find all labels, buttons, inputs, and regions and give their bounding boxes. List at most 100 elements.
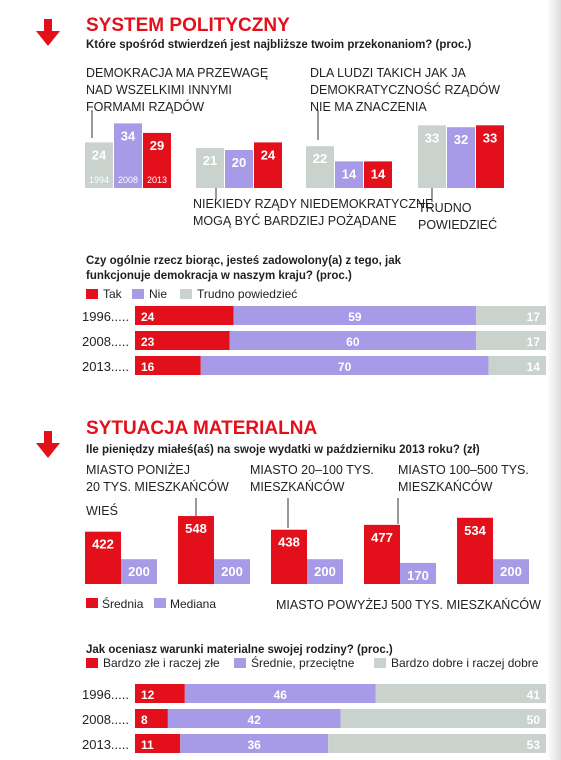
section4-segment-value-2008-3: 50	[527, 713, 541, 727]
section2-legend-swatch-1	[86, 289, 98, 299]
bar-value-Mediana-group2: 200	[221, 564, 243, 579]
section2-segment-2008-3	[476, 331, 546, 350]
bar-value-2008-group1: 34	[121, 128, 136, 143]
bar-year-label-1994: 1994	[89, 175, 109, 185]
section3-group-label-5-line1: MIASTO POWYŻEJ 500 TYS. MIESZKAŃCÓW	[276, 597, 541, 612]
section4-segment-value-1996-1: 12	[141, 688, 155, 702]
section2-legend-label-2: Nie	[149, 287, 167, 301]
section2-segment-2008-1	[135, 331, 230, 350]
bar-value-1994-group2: 21	[203, 153, 217, 168]
section1-title: SYSTEM POLITYCZNY	[86, 15, 290, 36]
section2-segment-value-1996-1: 24	[141, 310, 155, 324]
bar-value-1994-group4: 33	[425, 130, 439, 145]
bar-Mediana-group1	[121, 559, 157, 584]
section1-question: Które spośród stwierdzeń jest najbliższe…	[86, 39, 471, 51]
section2-segment-1996-2	[233, 306, 477, 325]
section2-segment-value-2008-1: 23	[141, 335, 155, 349]
section3-group-label-3-line2: MIESZKAŃCÓW	[250, 479, 345, 494]
bar-Średnia-group5	[457, 517, 493, 584]
bar-Średnia-group4	[364, 524, 400, 584]
bar-Mediana-group2	[214, 559, 250, 584]
bar-value-Mediana-group5: 200	[500, 564, 522, 579]
section4-segment-2013-2	[180, 734, 329, 753]
section1-group-label-2-line1: NIEKIEDY RZĄDY NIEDEMOKRATYCZNE	[193, 197, 433, 211]
section2-legend-swatch-2	[132, 289, 144, 299]
section4-segment-2013-3	[328, 734, 546, 753]
section2-segment-value-1996-3: 17	[527, 310, 541, 324]
section2-legend-label-1: Tak	[103, 287, 123, 301]
section4-row-label-2013: 2013.....	[82, 737, 129, 752]
bar-year-label-2008: 2008	[118, 175, 138, 185]
page-edge-shadow	[547, 0, 561, 760]
section2-segment-value-2008-2: 60	[346, 335, 360, 349]
bar-2013-group1	[143, 132, 171, 188]
section3-group-label-4-line1: MIASTO 100–500 TYS.	[398, 463, 529, 477]
bar-value-2008-group2: 20	[232, 155, 246, 170]
section1-group-label-4-line1: TRUDNO	[418, 201, 472, 215]
section4-segment-value-1996-2: 46	[274, 688, 288, 702]
section1-group-label-1-line3: FORMAMI RZĄDÓW	[86, 99, 204, 114]
section2-row-label-2008: 2008.....	[82, 334, 129, 349]
bar-2008-group4	[447, 127, 475, 188]
section4-segment-value-1996-3: 41	[527, 688, 541, 702]
section3-legend-swatch-2	[154, 598, 166, 608]
section4-legend-swatch-2	[234, 658, 246, 668]
section4-segment-2008-2	[167, 709, 341, 728]
section4-segment-value-2008-2: 42	[248, 713, 262, 727]
section2-row-label-2013: 2013.....	[82, 359, 129, 374]
section2-legend-swatch-3	[180, 289, 192, 299]
bar-value-1994-group1: 24	[92, 147, 107, 162]
section3-question: Ile pieniędzy miałeś(aś) na swoje wydatk…	[86, 444, 480, 456]
bar-2008-group2	[225, 150, 253, 188]
section4-legend-label-2: Średnie, przeciętne	[251, 655, 355, 670]
section2-segment-2008-2	[229, 331, 477, 350]
section3-group-label-2-line2: 20 TYS. MIESZKAŃCÓW	[86, 479, 229, 494]
bar-value-Średnia-group1: 422	[92, 537, 114, 552]
bar-value-1994-group3: 22	[313, 151, 327, 166]
section4-row-label-1996: 1996.....	[82, 687, 129, 702]
section4-segment-1996-1	[135, 684, 185, 703]
section4-segment-2013-1	[135, 734, 181, 753]
section3-legend-label-1: Średnia	[102, 596, 144, 611]
section1-group-label-1-line2: NAD WSZELKIMI INNYMI	[86, 83, 232, 97]
bar-2013-group4	[476, 125, 504, 188]
section4-legend-label-3: Bardzo dobre i raczej dobre	[391, 656, 539, 670]
bar-2013-group3	[364, 161, 392, 188]
section2-segment-1996-1	[135, 306, 234, 325]
section3-group-label-3-line1: MIASTO 20–100 TYS.	[250, 463, 374, 477]
section1-group-label-4-line2: POWIEDZIEĆ	[418, 217, 497, 232]
section4-segment-value-2013-1: 11	[141, 738, 154, 752]
section2-question-line1: Czy ogólnie rzecz biorąc, jesteś zadowol…	[86, 255, 402, 267]
section4-question: Jak oceniasz warunki materialne swojej r…	[86, 644, 393, 656]
section2-row-label-1996: 1996.....	[82, 309, 129, 324]
section4-legend-label-1: Bardzo złe i raczej złe	[103, 656, 220, 670]
bar-value-Średnia-group3: 438	[278, 535, 300, 550]
section2-segment-2013-3	[488, 356, 546, 375]
section2-segment-2013-1	[135, 356, 201, 375]
bar-Średnia-group2	[178, 516, 214, 584]
bar-value-2008-group4: 32	[454, 132, 468, 147]
section2-segment-value-2013-2: 70	[338, 360, 352, 374]
section4-segment-value-2008-1: 8	[141, 713, 148, 727]
bar-value-Mediana-group4: 170	[407, 568, 429, 583]
section4-segment-2008-3	[340, 709, 546, 728]
bar-value-Średnia-group2: 548	[185, 521, 207, 536]
section3-arrow-icon	[36, 431, 60, 458]
section1-group-label-1-line1: DEMOKRACJA MA PRZEWAGĘ	[86, 66, 268, 80]
bar-year-label-2013: 2013	[147, 175, 167, 185]
section4-legend-swatch-1	[86, 658, 98, 668]
bar-1994-group2	[196, 148, 224, 188]
section1-group-label-3-line2: DEMOKRATYCZNOŚĆ RZĄDÓW	[310, 82, 500, 97]
bar-1994-group1	[85, 142, 113, 188]
section3-group-label-4-line2: MIESZKAŃCÓW	[398, 479, 493, 494]
bar-value-2008-group3: 14	[342, 166, 357, 181]
section2-segment-2013-2	[200, 356, 489, 375]
bar-value-2013-group3: 14	[371, 166, 386, 181]
bar-2008-group1	[114, 123, 142, 188]
section1-group-label-2-line2: MOGĄ BYĆ BARDZIEJ POŻĄDANE	[193, 213, 397, 228]
section2-segment-value-1996-2: 59	[348, 310, 362, 324]
bar-value-2013-group4: 33	[483, 130, 497, 145]
section2-segment-1996-3	[476, 306, 546, 325]
bar-value-2013-group2: 24	[261, 147, 276, 162]
